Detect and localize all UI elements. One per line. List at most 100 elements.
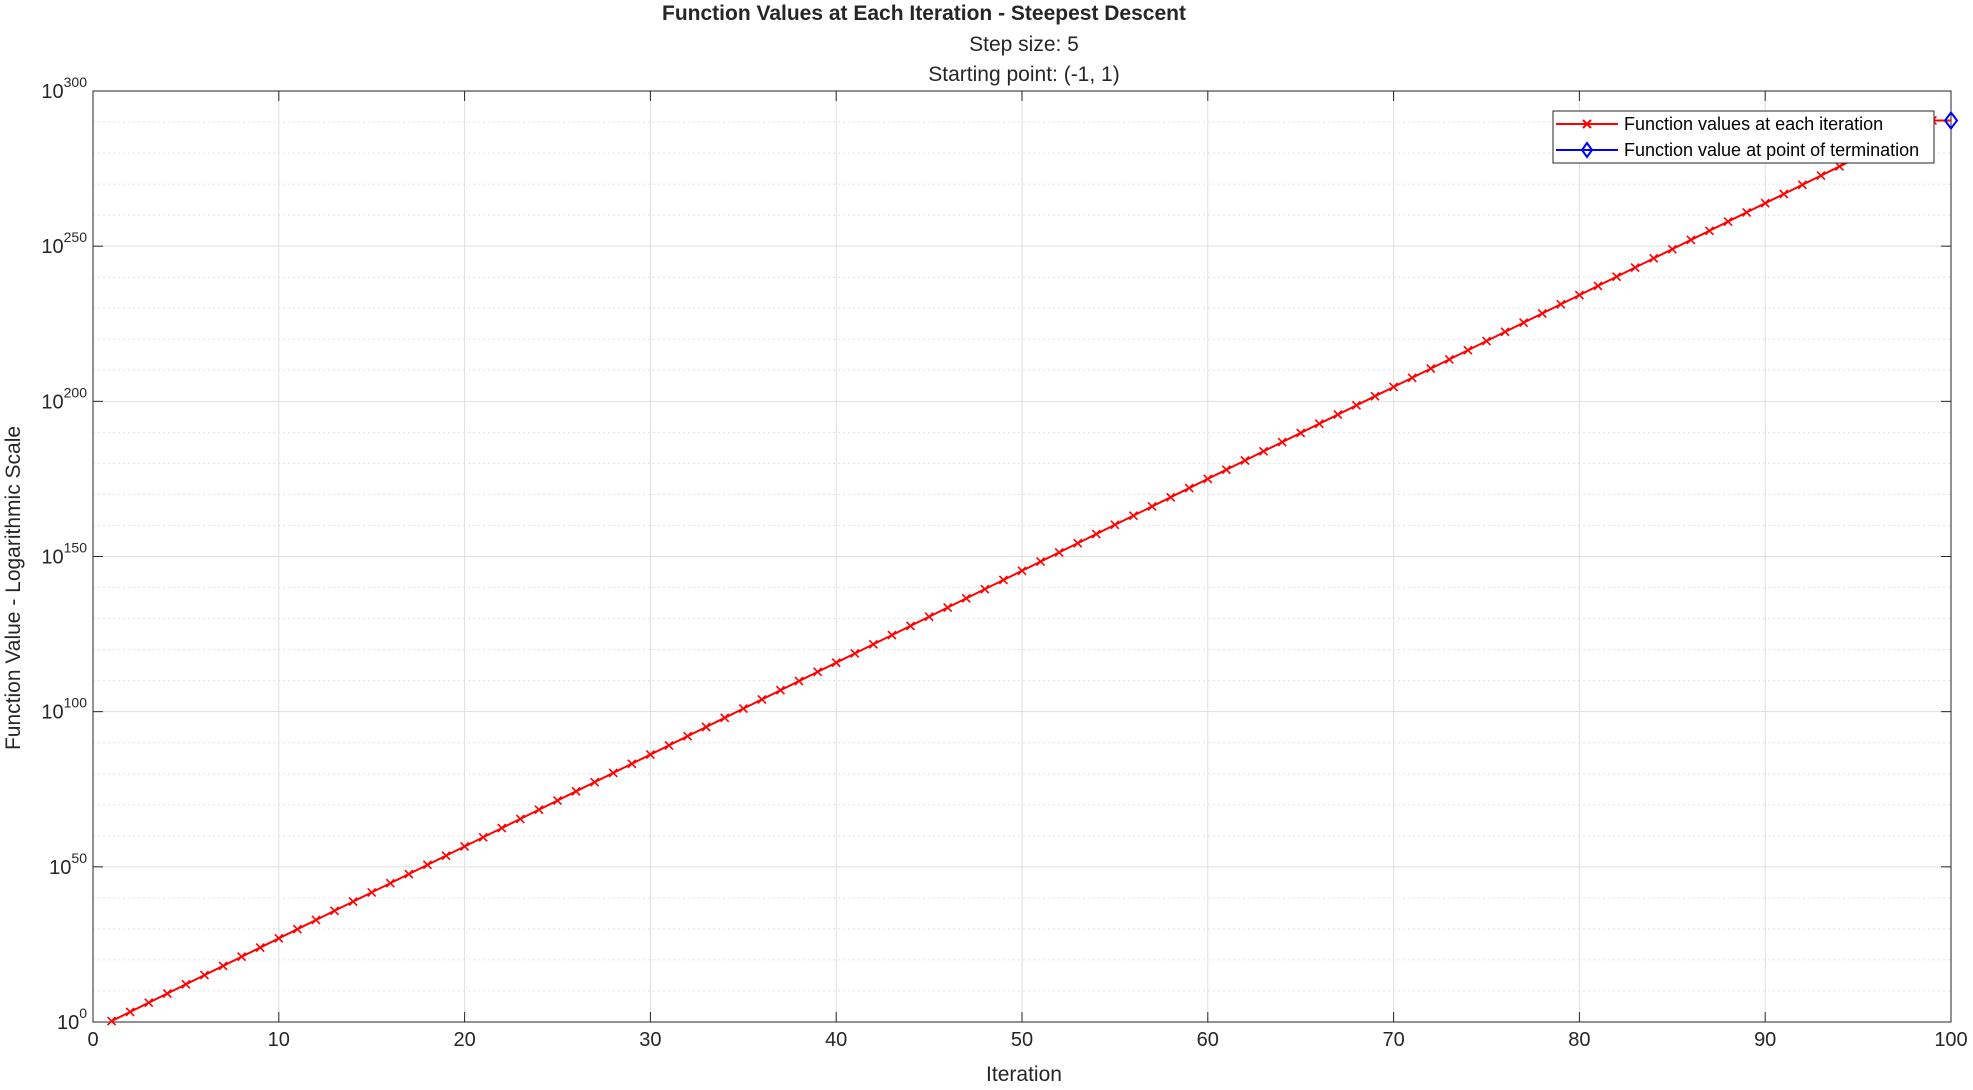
x-tick-label: 60 — [1197, 1029, 1219, 1051]
series-marker-x — [868, 639, 878, 649]
series-marker-x — [497, 823, 507, 833]
series-marker-x — [1500, 327, 1510, 337]
series-marker-x — [757, 694, 767, 704]
series-marker-x — [107, 1016, 117, 1026]
series-marker-x — [1649, 253, 1659, 263]
series-marker-x — [404, 869, 414, 879]
series-marker-x — [1686, 235, 1696, 245]
series-marker-x — [162, 988, 172, 999]
series-marker-x — [534, 805, 544, 815]
termination-point-marker — [1943, 110, 1959, 131]
series-layer — [107, 110, 1959, 1026]
series-marker-x — [1481, 336, 1492, 346]
y-axis-label: Function Value - Logarithmic Scale — [2, 426, 25, 750]
legend: Function values at each iteration Functi… — [1552, 110, 1935, 164]
series-marker-x — [478, 832, 488, 842]
series-marker-x — [1611, 272, 1622, 282]
y-tick-label: 10100 — [41, 695, 87, 724]
series-marker-x — [1463, 345, 1473, 355]
series-marker-x — [1556, 299, 1566, 309]
series-marker-x — [1351, 400, 1362, 410]
legend-box — [1552, 110, 1935, 164]
series-marker-x — [441, 851, 451, 861]
axes-box — [92, 90, 1952, 1023]
series-marker-x — [125, 1007, 135, 1017]
series-marker-x — [1258, 446, 1269, 456]
series-marker-x — [1389, 382, 1399, 392]
grid-lines — [93, 91, 1951, 1022]
legend-marker-series-2 — [1580, 141, 1594, 159]
series-line-function-values — [111, 119, 1951, 1022]
series-marker-x — [831, 658, 841, 668]
series-marker-x — [1723, 217, 1733, 227]
legend-marker-series-1 — [1582, 119, 1592, 129]
series-marker-x — [1240, 455, 1250, 466]
series-marker-x — [1834, 161, 1845, 171]
series-marker-x — [1779, 189, 1789, 199]
series-marker-x — [794, 676, 804, 686]
legend-label-series-1: Function values at each iteration — [1624, 114, 1883, 134]
series-marker-x — [887, 630, 897, 640]
series-marker-x — [1593, 281, 1603, 291]
series-marker-x — [1296, 428, 1306, 438]
series-marker-x — [367, 887, 377, 897]
series-marker-x — [1277, 437, 1287, 447]
series-marker-x — [348, 897, 358, 907]
series-marker-x — [1017, 566, 1027, 576]
series-marker-x — [1760, 198, 1770, 208]
series-marker-x — [422, 860, 433, 870]
series-marker-x — [329, 906, 340, 916]
series-marker-x — [1314, 419, 1324, 429]
series-marker-x — [1407, 373, 1417, 383]
series-marker-x — [813, 667, 823, 677]
series-marker-x — [1184, 483, 1194, 493]
series-marker-x — [218, 961, 228, 971]
series-marker-x — [1128, 511, 1139, 521]
x-axis-label: Iteration — [986, 1063, 1062, 1085]
series-marker-x — [1574, 290, 1584, 300]
series-marker-x — [1630, 262, 1640, 273]
series-marker-x — [998, 575, 1008, 585]
series-marker-x — [1370, 391, 1380, 401]
series-marker-x — [385, 878, 395, 888]
x-tick-label: 10 — [268, 1029, 290, 1051]
series-marker-x — [292, 924, 302, 934]
series-marker-x — [682, 731, 693, 741]
series-marker-x — [664, 740, 674, 750]
series-marker-x — [1816, 171, 1826, 181]
x-tick-label: 70 — [1382, 1029, 1404, 1051]
series-marker-x — [255, 942, 265, 953]
y-tick-label: 10300 — [41, 74, 87, 103]
x-tick-label: 50 — [1011, 1029, 1033, 1051]
series-marker-x — [1742, 207, 1752, 217]
x-tick-label: 80 — [1568, 1029, 1590, 1051]
series-marker-x — [980, 584, 990, 594]
series-marker-x — [571, 786, 581, 796]
series-marker-x — [1203, 474, 1213, 484]
x-tick-label: 40 — [825, 1029, 847, 1051]
series-marker-x — [1333, 409, 1343, 420]
x-tick-label: 20 — [453, 1029, 475, 1051]
chart-title: Function Values at Each Iteration - Stee… — [662, 2, 1186, 25]
tick-labels: 0 10 20 30 40 50 60 70 80 90 100 100 1050 10100 10150 1… — [41, 74, 1967, 1051]
series-marker-x — [627, 759, 637, 769]
series-marker-x — [1519, 318, 1529, 328]
series-marker-x — [701, 722, 711, 732]
series-marker-x — [1166, 492, 1176, 502]
series-marker-x — [552, 795, 563, 806]
series-marker-x — [1221, 465, 1231, 475]
series-marker-x — [237, 952, 247, 962]
series-marker-x — [1537, 308, 1547, 319]
x-tick-label: 30 — [639, 1029, 661, 1051]
series-marker-x — [1091, 529, 1101, 539]
series-marker-x — [144, 998, 154, 1008]
series-marker-x — [720, 713, 730, 723]
x-tick-label: 90 — [1754, 1029, 1776, 1051]
series-marker-x — [1110, 520, 1120, 530]
y-tick-label: 10150 — [41, 540, 87, 569]
chart-subtitle-start: Starting point: (-1, 1) — [928, 63, 1119, 86]
legend-label-series-2: Function value at point of termination — [1624, 140, 1919, 160]
series-marker-x — [181, 979, 191, 989]
